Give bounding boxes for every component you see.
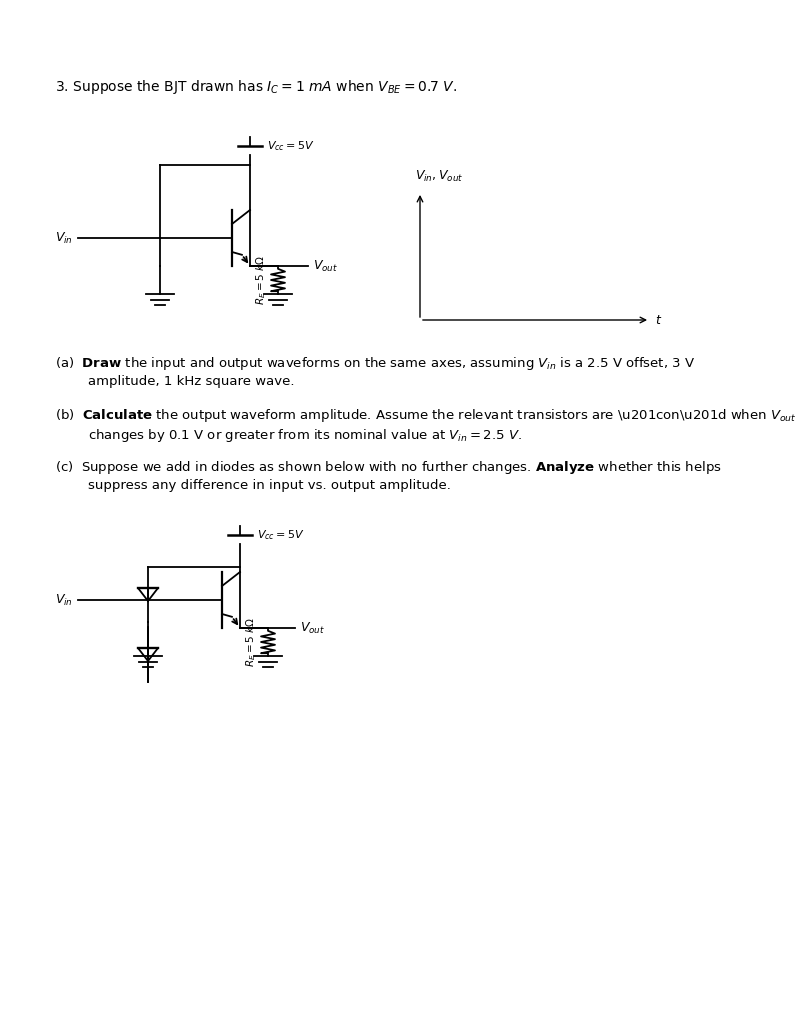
Text: (a)  $\bf{Draw}$ the input and output waveforms on the same axes, assuming $V_{i: (a) $\bf{Draw}$ the input and output wav… bbox=[55, 355, 694, 372]
Text: suppress any difference in input vs. output amplitude.: suppress any difference in input vs. out… bbox=[88, 479, 450, 492]
Text: changes by 0.1 V or greater from its nominal value at $V_{in} = 2.5\ V$.: changes by 0.1 V or greater from its nom… bbox=[88, 427, 521, 444]
Text: $V_{out}$: $V_{out}$ bbox=[312, 258, 337, 273]
Text: (b)  $\bf{Calculate}$ the output waveform amplitude. Assume the relevant transis: (b) $\bf{Calculate}$ the output waveform… bbox=[55, 407, 796, 424]
Text: $V_{in}$: $V_{in}$ bbox=[55, 230, 73, 246]
Text: (c)  Suppose we add in diodes as shown below with no further changes. $\bf{Analy: (c) Suppose we add in diodes as shown be… bbox=[55, 459, 721, 476]
Text: $V_{cc} = 5V$: $V_{cc} = 5V$ bbox=[267, 139, 314, 153]
Text: $V_{cc} = 5V$: $V_{cc} = 5V$ bbox=[257, 528, 304, 542]
Text: $V_{in}$: $V_{in}$ bbox=[55, 593, 73, 607]
Text: $V_{in}, V_{out}$: $V_{in}, V_{out}$ bbox=[414, 169, 463, 184]
Text: $R_E = 5\ k\Omega$: $R_E = 5\ k\Omega$ bbox=[244, 616, 258, 667]
Text: $V_{out}$: $V_{out}$ bbox=[299, 621, 324, 636]
Text: amplitude, 1 kHz square wave.: amplitude, 1 kHz square wave. bbox=[88, 375, 294, 388]
Text: $t$: $t$ bbox=[654, 313, 662, 327]
Text: $R_E = 5\ k\Omega$: $R_E = 5\ k\Omega$ bbox=[254, 255, 268, 305]
Text: 3. Suppose the BJT drawn has $I_C = 1\ mA$ when $V_{BE} = 0.7\ V$.: 3. Suppose the BJT drawn has $I_C = 1\ m… bbox=[55, 78, 457, 96]
